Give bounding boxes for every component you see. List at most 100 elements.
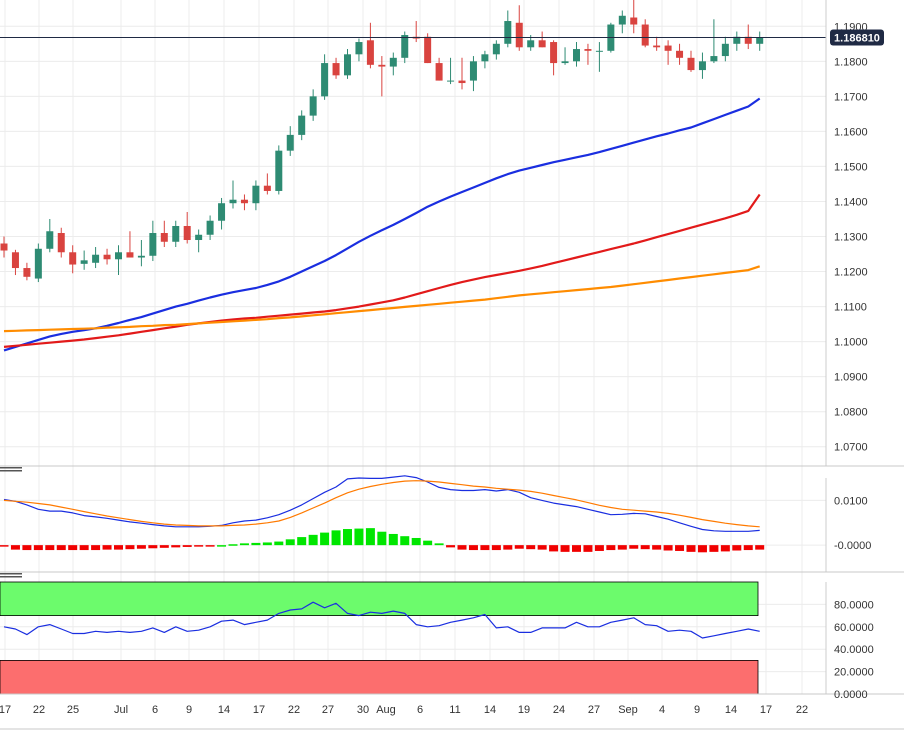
histogram-bar xyxy=(583,545,593,552)
histogram-bar xyxy=(0,545,9,547)
candle-body xyxy=(515,22,523,48)
histogram-bar xyxy=(262,542,272,546)
histogram-bar xyxy=(136,545,146,549)
x-tick-label: 25 xyxy=(67,704,79,716)
candle-body xyxy=(80,260,88,264)
rsi-y-tick: 60.0000 xyxy=(834,622,874,634)
candle-body xyxy=(137,255,145,258)
candle-body xyxy=(195,234,203,241)
x-tick-label: 30 xyxy=(357,704,369,716)
histogram-bar xyxy=(675,545,685,551)
candle-body xyxy=(206,220,214,235)
price-y-tick: 1.1100 xyxy=(834,302,867,314)
rsi-y-tick: 20.0000 xyxy=(834,667,874,679)
histogram-bar xyxy=(400,536,410,546)
x-tick-label: 17 xyxy=(253,704,265,716)
current-price-label: 1.186810 xyxy=(834,32,880,44)
histogram-bar xyxy=(365,528,375,546)
price-y-tick: 1.1400 xyxy=(834,196,868,208)
histogram-bar xyxy=(114,545,123,550)
histogram-bar xyxy=(537,545,547,550)
histogram-bar xyxy=(33,545,43,551)
candle-body xyxy=(618,15,626,25)
histogram-bar xyxy=(308,534,318,546)
rsi-line xyxy=(3,601,760,639)
candle-body xyxy=(447,80,455,82)
candle-body xyxy=(641,24,649,46)
candle-body xyxy=(309,96,317,116)
histogram-bar xyxy=(205,545,215,547)
histogram-bar xyxy=(446,545,456,548)
rsi-y-tick: 40.0000 xyxy=(834,644,874,656)
histogram-bar xyxy=(102,545,112,550)
price-y-tick: 1.0800 xyxy=(834,407,868,419)
candle-body xyxy=(561,61,569,64)
rsi-oversold-zone xyxy=(0,660,759,695)
candle-body xyxy=(172,225,180,242)
macd-histogram xyxy=(0,528,765,553)
x-tick-label: Jul xyxy=(114,704,128,716)
candle-body xyxy=(492,43,500,55)
x-tick-label: 17 xyxy=(0,704,11,716)
candle-body xyxy=(240,199,248,204)
signal-line xyxy=(3,480,760,528)
x-tick-label: 24 xyxy=(553,704,565,716)
candle-body xyxy=(733,36,741,44)
histogram-bar xyxy=(594,545,604,551)
candle-body xyxy=(92,254,100,263)
histogram-bar xyxy=(629,545,639,549)
price-y-tick: 1.1800 xyxy=(834,56,868,68)
x-tick-label: Sep xyxy=(618,704,638,716)
candle-body xyxy=(0,243,8,251)
rsi-overbought-zone xyxy=(0,581,759,616)
x-tick-label: 14 xyxy=(484,704,496,716)
histogram-bar xyxy=(755,545,765,550)
pane-handle xyxy=(0,467,22,469)
price-y-tick: 1.1000 xyxy=(834,337,868,349)
candle-body xyxy=(229,199,237,204)
candle-body xyxy=(573,49,580,62)
candle-body xyxy=(458,80,466,84)
histogram-bar xyxy=(526,545,536,550)
histogram-bar xyxy=(697,545,707,553)
histogram-bar xyxy=(606,545,616,551)
histogram-bar xyxy=(411,537,421,546)
histogram-bar xyxy=(68,545,78,551)
candle-body xyxy=(401,35,409,58)
indicator-lines xyxy=(0,36,826,639)
histogram-bar xyxy=(354,528,364,546)
candle-body xyxy=(183,225,191,241)
histogram-bar xyxy=(148,545,158,549)
rsi-y-tick: 0.0000 xyxy=(834,689,868,701)
histogram-bar xyxy=(560,545,570,552)
candle-body xyxy=(286,134,294,151)
x-tick-label: 22 xyxy=(796,704,808,716)
histogram-bar xyxy=(285,539,295,546)
rsi-zones xyxy=(0,581,759,695)
histogram-bar xyxy=(10,545,20,550)
candle-body xyxy=(687,57,695,71)
histogram-bar xyxy=(239,543,249,546)
histogram-bar xyxy=(549,545,559,552)
histogram-bar xyxy=(423,540,433,546)
histogram-bar xyxy=(194,545,204,547)
candle-body xyxy=(721,43,729,57)
candle-body xyxy=(126,252,134,258)
histogram-bar xyxy=(56,545,66,551)
histogram-bar xyxy=(45,545,55,551)
histogram-bar xyxy=(22,545,32,551)
histogram-bar xyxy=(217,545,227,547)
histogram-bar xyxy=(274,541,284,546)
candle-body xyxy=(378,64,386,67)
candle-body xyxy=(11,252,19,269)
rsi-y-tick: 80.0000 xyxy=(834,599,874,611)
x-tick-label: 22 xyxy=(288,704,300,716)
candle-body xyxy=(527,40,535,48)
histogram-bar xyxy=(159,545,169,548)
price-y-tick: 1.0900 xyxy=(834,372,868,384)
histogram-bar xyxy=(228,544,238,546)
axis-labels: 1.19001.18001.17001.16001.15001.14001.13… xyxy=(0,21,884,716)
histogram-bar xyxy=(709,545,719,552)
histogram-bar xyxy=(480,545,490,551)
x-tick-label: 27 xyxy=(588,704,600,716)
